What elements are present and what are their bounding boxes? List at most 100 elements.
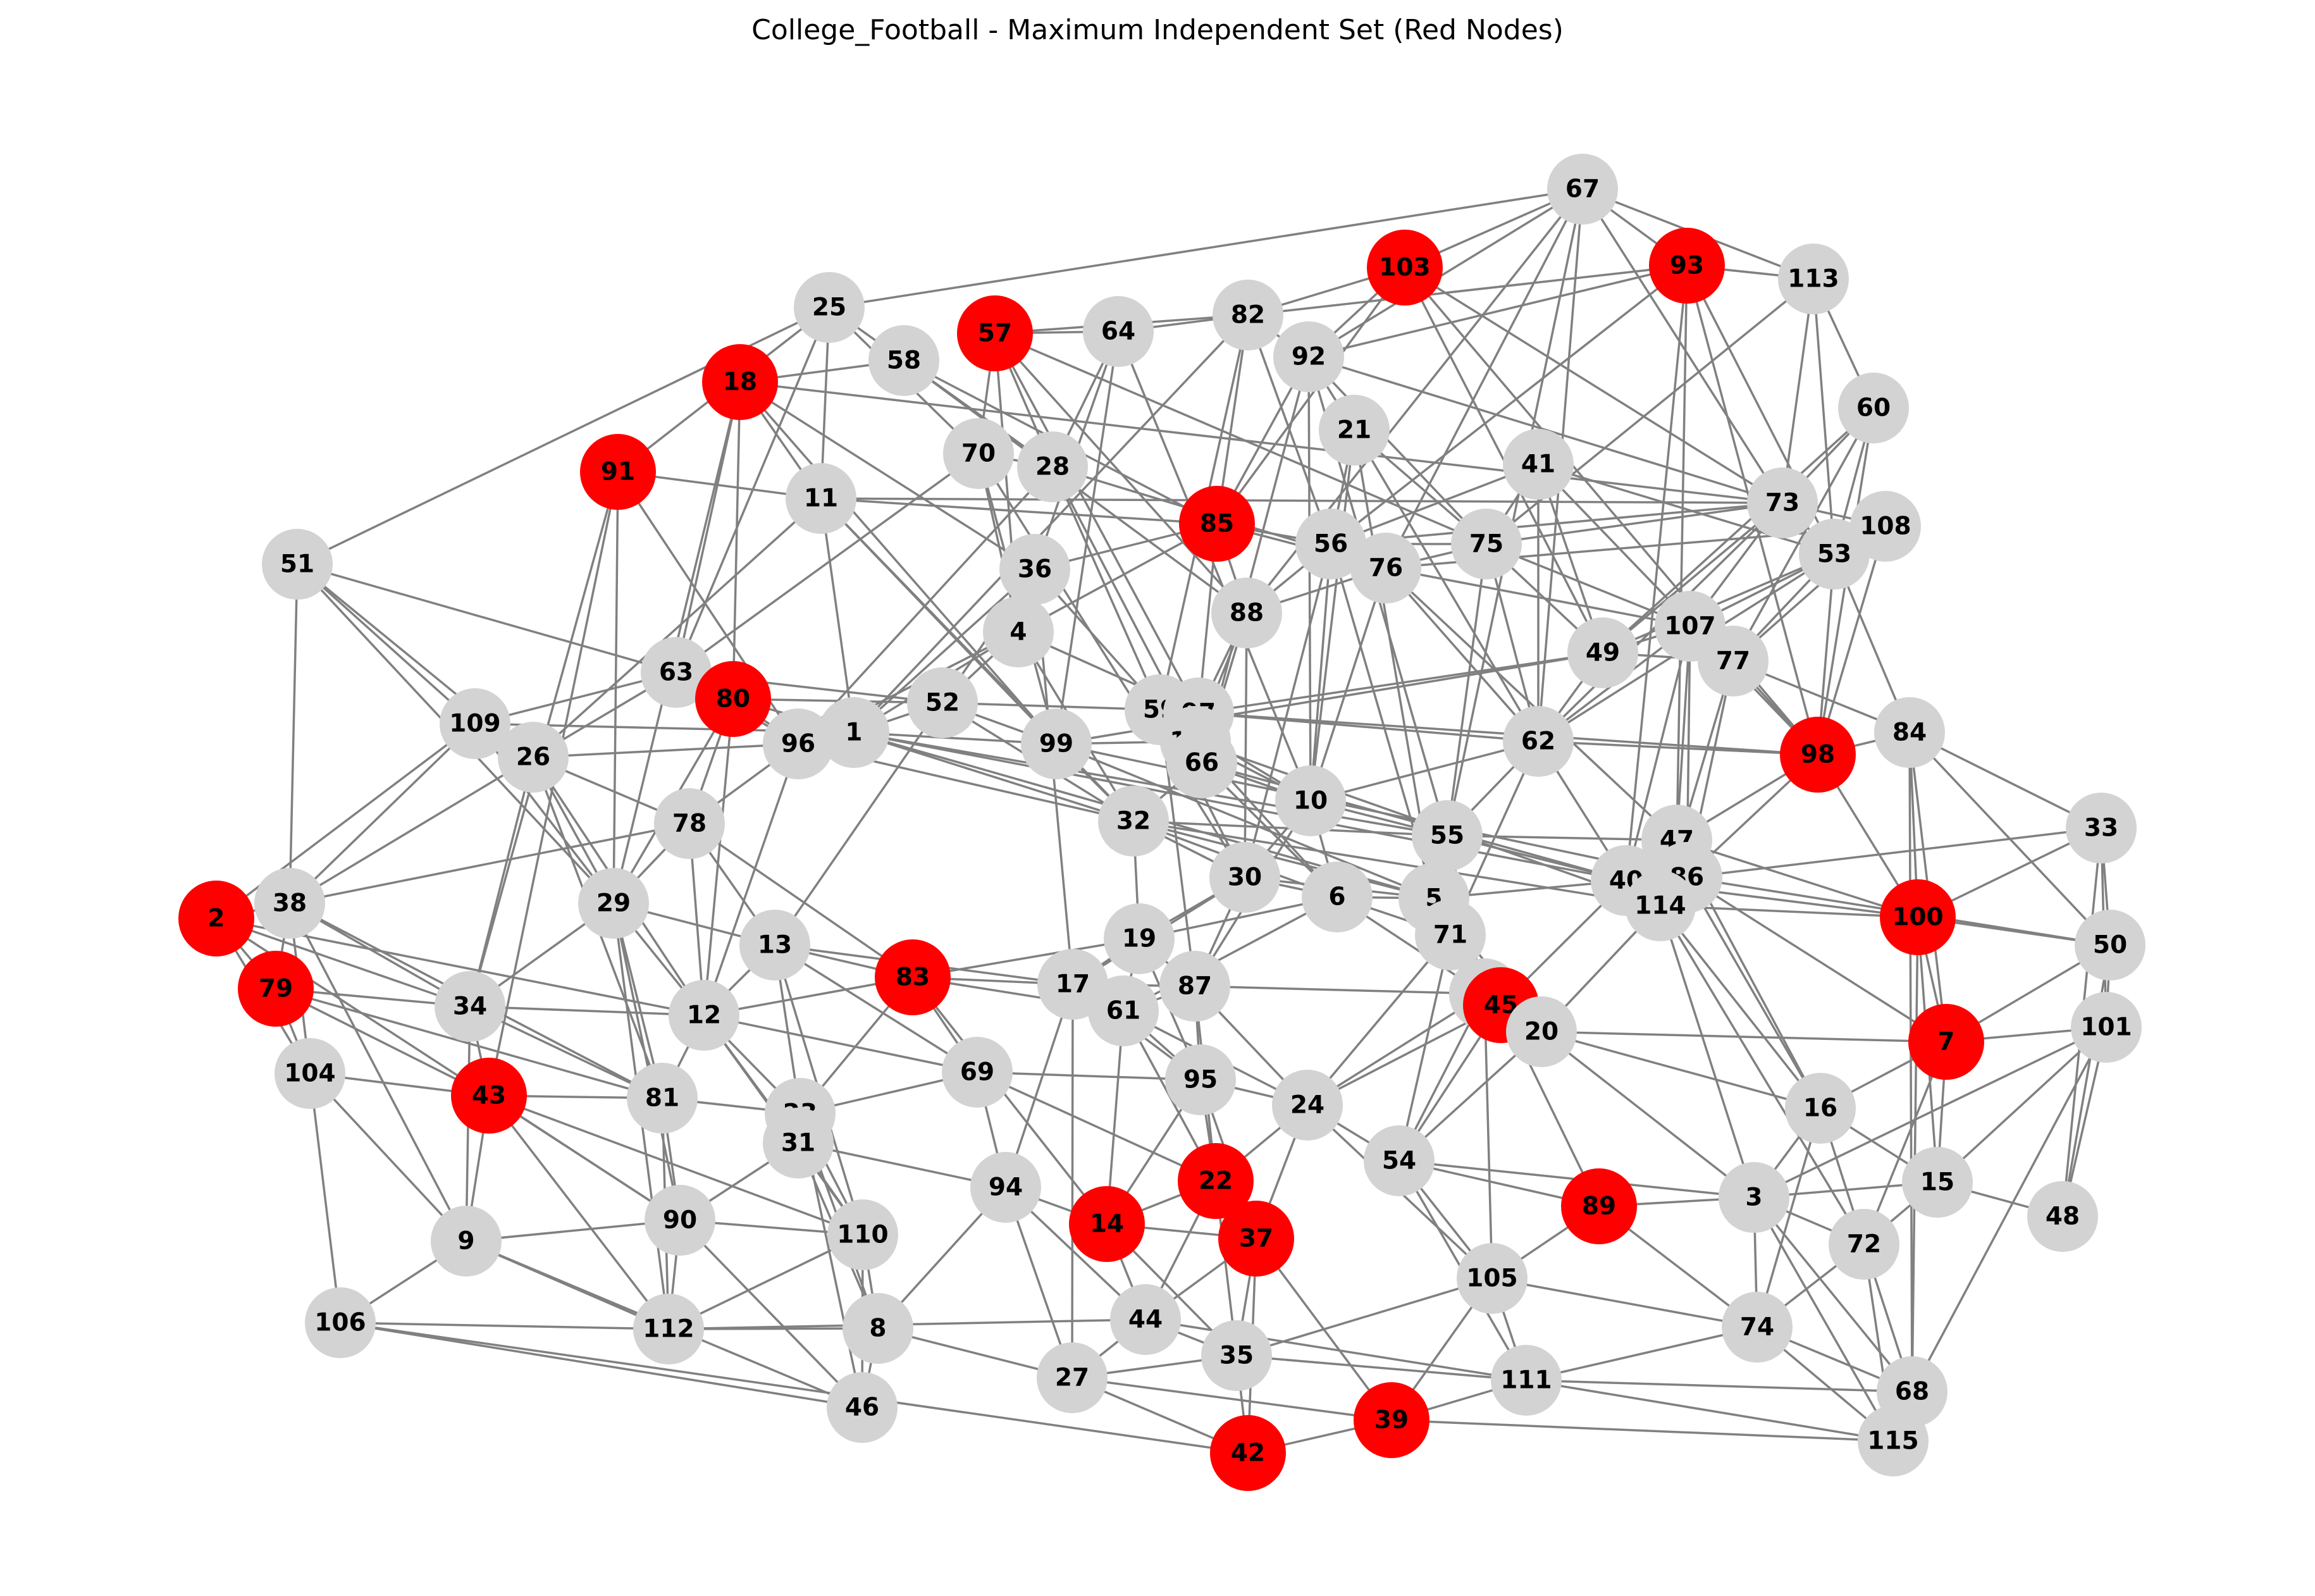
graph-node: 8 — [843, 1293, 913, 1364]
graph-edge — [1216, 266, 1406, 525]
graph-node: 113 — [1778, 244, 1849, 314]
graph-edge — [2061, 944, 2111, 1217]
graph-edge — [853, 568, 1036, 734]
graph-edge — [774, 944, 978, 1073]
graph-edge — [1391, 1419, 1894, 1442]
graph-edge — [1753, 1196, 1913, 1393]
graph-node: 110 — [827, 1199, 898, 1270]
node-label: 24 — [1290, 1091, 1324, 1120]
graph-edge — [532, 497, 822, 758]
graph-edge — [994, 332, 1487, 545]
graph-edge — [1625, 626, 1691, 881]
node-label: 2 — [207, 905, 225, 933]
node-circle — [739, 910, 810, 980]
graph-node: 85 — [1179, 486, 1255, 562]
graph-edge — [466, 1219, 681, 1242]
graph-edge — [1201, 762, 1627, 882]
node-label: 105 — [1466, 1265, 1517, 1293]
node-circle — [2071, 992, 2142, 1063]
graph-node: 100 — [1880, 879, 1956, 955]
selected-node-circle — [957, 295, 1033, 371]
node-circle — [654, 788, 725, 859]
node-circle — [1567, 617, 1638, 688]
node-label: 90 — [663, 1206, 697, 1235]
node-circle — [1785, 1073, 1856, 1144]
graph-node: 84 — [1874, 697, 1945, 768]
graph-node: 41 — [1503, 429, 1574, 500]
graph-edge — [1198, 652, 1603, 714]
node-label: 106 — [314, 1309, 366, 1337]
selected-node-circle — [1179, 486, 1255, 562]
graph-edge — [853, 731, 1627, 882]
node-label: 70 — [961, 440, 996, 468]
graph-node: 15 — [1902, 1147, 1973, 1218]
node-label: 115 — [1867, 1427, 1918, 1456]
node-circle — [1213, 280, 1283, 350]
graph-edge — [977, 1071, 1201, 1081]
node-label: 10 — [1293, 787, 1328, 815]
selected-node-circle — [1178, 1143, 1254, 1219]
node-label: 89 — [1582, 1192, 1616, 1221]
graph-node: 49 — [1567, 617, 1638, 688]
graph-node: 105 — [1457, 1243, 1528, 1314]
selected-node-circle — [702, 344, 778, 420]
selected-node-circle — [1908, 1004, 1984, 1080]
graph-node: 111 — [1491, 1345, 1562, 1416]
graph-node: 22 — [1178, 1143, 1254, 1219]
graph-node: 64 — [1083, 296, 1154, 367]
graph-edge — [1753, 1026, 2107, 1199]
node-label: 26 — [516, 743, 550, 772]
node-label: 52 — [925, 689, 960, 717]
node-circle — [827, 1199, 898, 1270]
graph-node: 79 — [238, 951, 314, 1027]
node-circle — [1625, 870, 1696, 941]
graph-node: 51 — [262, 529, 333, 600]
node-circle — [818, 697, 889, 768]
graph-node: 75 — [1451, 509, 1522, 579]
node-label: 50 — [2093, 931, 2127, 960]
selected-node-circle — [1780, 717, 1856, 793]
graph-node: 62 — [1503, 706, 1574, 777]
node-label: 77 — [1716, 647, 1750, 676]
node-label: 79 — [259, 975, 293, 1003]
node-circle — [1491, 1345, 1562, 1416]
node-circle — [1874, 697, 1945, 768]
graph-node: 1 — [818, 697, 889, 768]
node-label: 39 — [1374, 1406, 1409, 1435]
node-label: 15 — [1920, 1168, 1954, 1197]
graph-node: 57 — [957, 295, 1033, 371]
graph-edge — [340, 1321, 863, 1409]
graph-node: 16 — [1785, 1073, 1856, 1144]
node-circle — [1415, 900, 1486, 970]
graph-node: 87 — [1159, 951, 1230, 1022]
graph-edge — [1145, 1318, 1527, 1382]
graph-edge — [994, 333, 1200, 714]
node-label: 11 — [804, 485, 838, 513]
node-label: 114 — [1634, 892, 1686, 920]
node-label: 64 — [1101, 318, 1135, 346]
node-circle — [1275, 765, 1346, 836]
node-label: 71 — [1433, 921, 1467, 950]
graph-node: 69 — [942, 1037, 1013, 1108]
graph-edge — [820, 497, 1783, 504]
graph-node: 82 — [1213, 280, 1283, 350]
graph-edge — [1526, 1379, 1894, 1442]
graph-edge — [488, 1094, 681, 1222]
node-label: 46 — [845, 1394, 879, 1422]
node-circle — [262, 529, 333, 600]
graph-edge — [1538, 740, 1818, 756]
node-circle — [440, 688, 510, 759]
node-label: 25 — [812, 294, 846, 322]
graph-edge — [1676, 839, 1918, 919]
graph-edge — [288, 903, 467, 1242]
graph-edge — [1306, 934, 1452, 1106]
node-circle — [1503, 429, 1574, 500]
graph-node: 67 — [1547, 154, 1618, 225]
graph-node: 93 — [1649, 228, 1725, 304]
graph-edge — [1117, 331, 1312, 801]
graph-edge — [853, 314, 1249, 734]
node-label: 110 — [837, 1221, 888, 1249]
graph-node: 90 — [645, 1185, 715, 1256]
node-circle — [1503, 706, 1574, 777]
